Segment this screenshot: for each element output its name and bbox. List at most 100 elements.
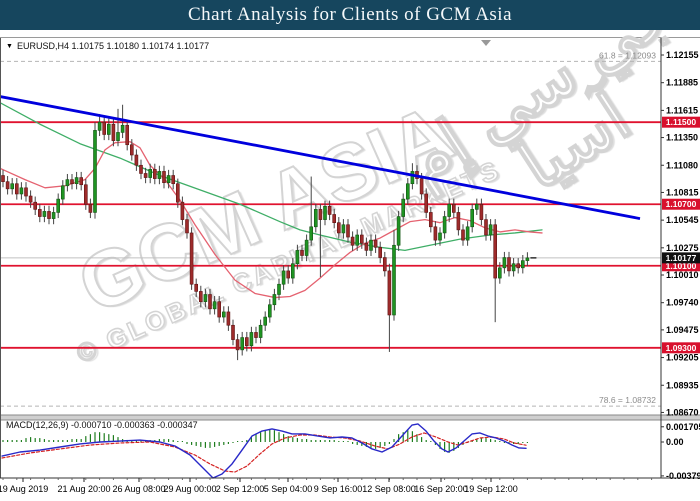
price-axis-label: 1.08670 <box>666 407 699 417</box>
chart-window <box>0 37 700 501</box>
time-axis-label: 5 Sep 04:00 <box>264 484 313 494</box>
price-badge <box>662 342 700 354</box>
candle-down <box>199 291 203 302</box>
candle-down <box>162 171 166 183</box>
symbol-bar: ▼ EURUSD,H4 1.10175 1.10180 1.10174 1.10… <box>6 41 209 51</box>
price-axis-label: 1.10010 <box>666 270 699 280</box>
candle-up <box>120 124 125 133</box>
candle-down <box>332 214 337 223</box>
time-axis-label: 21 Aug 20:00 <box>57 484 110 494</box>
price-badge-label: 1.11500 <box>666 117 697 127</box>
candle-up <box>222 311 226 318</box>
candle-down <box>28 195 33 203</box>
price-badge-label: 1.10177 <box>666 253 697 263</box>
candle-up <box>281 270 286 285</box>
price-badge <box>662 260 700 272</box>
candle-down <box>180 201 185 220</box>
candle-up <box>502 257 507 269</box>
candle-up <box>93 130 97 213</box>
fib-label: 78.6 = 1.08732 <box>599 395 656 405</box>
candle-down <box>428 212 433 228</box>
candle-down <box>364 242 369 251</box>
candle-up <box>97 121 102 131</box>
candle-down <box>194 283 198 292</box>
candle-down <box>226 311 231 326</box>
candle-up <box>249 332 254 347</box>
candle-down <box>300 250 304 256</box>
macd-axis-label: 0.00 <box>666 437 684 447</box>
price-axis-label: 1.09205 <box>666 353 699 363</box>
candle-up <box>410 171 415 185</box>
candle-up <box>258 324 263 338</box>
candle-down <box>318 209 323 220</box>
symbol-ohlc-label: EURUSD,H4 1.10175 1.10180 1.10174 1.1017… <box>16 41 210 51</box>
candle-up <box>10 183 14 190</box>
pane-divider[interactable] <box>0 415 700 420</box>
price-axis-label: 1.10275 <box>666 243 699 253</box>
price-axis-label: 1.11885 <box>666 78 698 88</box>
time-axis-label: 26 Aug 08:00 <box>112 484 165 494</box>
fib-label: 61.8 = 1.12093 <box>599 50 656 60</box>
candlesticks <box>1 104 530 361</box>
price-badge <box>662 116 700 128</box>
price-axis-label: 1.11350 <box>666 133 698 143</box>
candle-down <box>484 219 488 236</box>
candle-up <box>497 267 502 279</box>
candle-up <box>401 198 406 217</box>
macd-signal-line <box>1 432 527 473</box>
candle-up <box>65 179 70 187</box>
candle-down <box>102 121 106 135</box>
candle-down <box>359 234 364 244</box>
candle-up <box>212 301 217 310</box>
candle-down <box>245 337 249 347</box>
price-axis-label: 1.11080 <box>666 160 698 170</box>
candle-down <box>176 183 180 203</box>
support-resistance-lines[interactable] <box>0 121 661 349</box>
candle-up <box>166 175 171 183</box>
candle-down <box>139 164 143 174</box>
trendline[interactable] <box>0 95 641 220</box>
candle-up <box>203 294 208 302</box>
price-badge <box>662 198 700 210</box>
candle-down <box>346 224 350 238</box>
candle-up <box>42 211 47 217</box>
price-badge-label: 1.09300 <box>666 343 697 353</box>
candle-down <box>479 203 484 220</box>
symbol-dropdown-icon[interactable]: ▼ <box>6 42 13 50</box>
candle-up <box>60 185 65 200</box>
candle-down <box>111 123 116 141</box>
candle-down <box>208 294 212 310</box>
time-axis-label: 2 Sep 12:00 <box>216 484 265 494</box>
price-badge <box>662 252 700 264</box>
candle-up <box>290 263 295 279</box>
drop-marker-icon <box>481 40 491 46</box>
time-axis-label: 9 Sep 16:00 <box>314 484 363 494</box>
fib-retracement-levels[interactable]: 61.8 = 1.12093 78.6 = 1.08732 <box>0 50 661 407</box>
candle-down <box>5 181 10 190</box>
price-badge-label: 1.10700 <box>666 199 697 209</box>
candle-up <box>392 244 396 316</box>
candle-up <box>520 260 525 269</box>
candle-up <box>272 294 277 306</box>
price-chart-canvas[interactable]: 61.8 = 1.12093 78.6 = 1.08732 1.12155 1.118… <box>0 38 700 500</box>
candle-down <box>143 173 148 178</box>
candle-down <box>373 239 378 248</box>
candle-down <box>1 175 5 182</box>
candle-up <box>438 232 442 241</box>
candle-down <box>125 124 129 146</box>
candle-up <box>240 337 244 351</box>
candle-up <box>447 203 452 217</box>
candle-down <box>153 169 157 179</box>
candle-up <box>74 177 79 185</box>
price-axis-label: 1.09740 <box>666 298 699 308</box>
candle-down <box>70 179 74 185</box>
candle-down <box>15 183 19 195</box>
candle-up <box>323 205 327 220</box>
price-axis[interactable]: 1.12155 1.11885 1.11615 1.11350 1.11080 1.108… <box>661 50 699 417</box>
macd-axis-label: -0.003797 <box>666 471 700 481</box>
candle-up <box>263 316 268 326</box>
candle-up <box>313 209 318 228</box>
candle-down <box>254 332 258 338</box>
candle-down <box>171 175 175 185</box>
